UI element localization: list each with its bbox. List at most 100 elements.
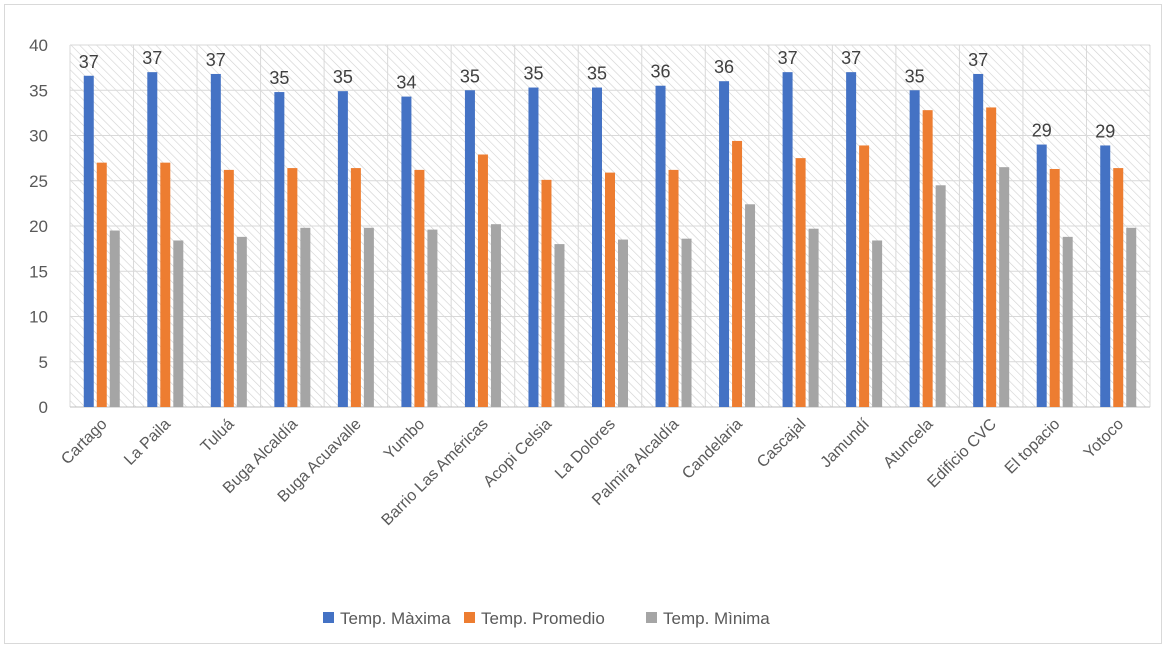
y-tick-label: 5 xyxy=(39,353,48,372)
bar xyxy=(554,244,565,407)
bar xyxy=(414,169,425,407)
legend-swatch xyxy=(323,612,334,623)
category-label: La Dolores xyxy=(552,416,619,483)
bar xyxy=(287,168,298,407)
category-label: Cascajal xyxy=(754,416,809,471)
bar xyxy=(1036,144,1047,408)
category-label: Jamundí xyxy=(818,415,874,471)
data-label: 37 xyxy=(79,52,99,72)
bar xyxy=(528,87,539,407)
data-label: 35 xyxy=(587,64,607,84)
bar xyxy=(592,87,602,407)
bar xyxy=(922,110,933,407)
bar xyxy=(337,91,348,407)
data-label: 35 xyxy=(523,64,543,84)
bar xyxy=(668,169,679,407)
legend: Temp. Màxima Temp. Promedio Temp. Mìnima xyxy=(323,609,770,628)
bar xyxy=(210,73,221,408)
data-label: 35 xyxy=(333,67,353,87)
legend-entry: Temp. Màxima xyxy=(340,609,451,628)
category-label: Tuluá xyxy=(198,416,238,456)
legend-swatch xyxy=(646,612,657,623)
y-tick-label: 10 xyxy=(29,308,48,327)
bars xyxy=(83,72,1137,408)
bar xyxy=(83,75,94,408)
bar xyxy=(363,227,374,407)
category-label: Cartago xyxy=(58,416,110,468)
category-label: Yotoco xyxy=(1081,416,1127,462)
bar xyxy=(605,172,615,407)
bar xyxy=(973,73,984,408)
category-label: Edificio CVC xyxy=(924,416,1000,492)
bar xyxy=(999,167,1010,407)
category-label: El topacio xyxy=(1002,416,1064,478)
bar xyxy=(618,239,628,407)
data-label: 34 xyxy=(396,73,416,93)
bar xyxy=(464,90,475,407)
bar xyxy=(745,204,756,407)
bar xyxy=(795,158,806,407)
bar xyxy=(935,185,946,407)
y-tick-label: 25 xyxy=(29,172,48,191)
bar xyxy=(808,228,819,407)
data-label: 37 xyxy=(968,50,988,70)
data-label: 35 xyxy=(269,68,289,88)
bar xyxy=(274,92,285,407)
bar xyxy=(719,81,730,407)
bar xyxy=(427,229,438,407)
data-label: 37 xyxy=(778,48,798,68)
data-label: 29 xyxy=(1032,121,1052,141)
y-tick-label: 35 xyxy=(29,81,48,100)
bar xyxy=(846,72,857,408)
y-tick-label: 20 xyxy=(29,217,48,236)
bar xyxy=(160,162,171,407)
bar xyxy=(1062,236,1073,407)
bar xyxy=(732,140,743,407)
y-tick-label: 40 xyxy=(29,36,48,55)
category-label: Barrio Las Américas xyxy=(379,416,492,529)
y-tick-label: 30 xyxy=(29,127,48,146)
bar xyxy=(986,107,997,407)
bar xyxy=(1049,168,1060,407)
data-label: 36 xyxy=(714,57,734,77)
bar xyxy=(173,240,184,407)
bar xyxy=(1113,168,1124,407)
legend-swatch xyxy=(464,612,475,623)
bar xyxy=(541,179,552,407)
bar xyxy=(147,72,158,408)
data-labels: 37 37 37 35 35 34 35 35 35 36 36 37 37 35 37 29 29 xyxy=(79,48,1116,141)
category-label: Candelaria xyxy=(679,416,746,483)
data-label: 37 xyxy=(142,48,162,68)
data-label: 29 xyxy=(1095,121,1115,141)
bar xyxy=(300,227,311,407)
bar xyxy=(859,145,870,407)
legend-entry: Temp. Mìnima xyxy=(663,609,770,628)
category-label: Atuncela xyxy=(880,416,936,472)
bar xyxy=(96,162,107,407)
bar xyxy=(477,154,488,407)
bar xyxy=(909,90,920,407)
bar xyxy=(782,72,793,408)
category-label: Acopi Celsia xyxy=(480,416,555,491)
bar xyxy=(236,236,247,407)
category-label: La Paila xyxy=(121,416,174,469)
data-label: 36 xyxy=(651,62,671,82)
bar xyxy=(1126,227,1137,407)
y-tick-label: 0 xyxy=(39,398,48,417)
category-label: Yumbo xyxy=(381,416,428,463)
legend-entry: Temp. Promedio xyxy=(481,609,605,628)
y-tick-label: 15 xyxy=(29,262,48,281)
data-label: 35 xyxy=(905,66,925,86)
bar xyxy=(223,169,234,407)
bar xyxy=(1100,145,1111,407)
data-label: 35 xyxy=(460,66,480,86)
y-axis-ticks: 0 5 10 15 20 25 30 35 40 xyxy=(29,36,48,417)
bar xyxy=(350,168,361,407)
bar xyxy=(681,238,692,407)
data-label: 37 xyxy=(206,50,226,70)
data-label: 37 xyxy=(841,48,861,68)
bar xyxy=(401,96,412,408)
bar xyxy=(872,240,883,407)
